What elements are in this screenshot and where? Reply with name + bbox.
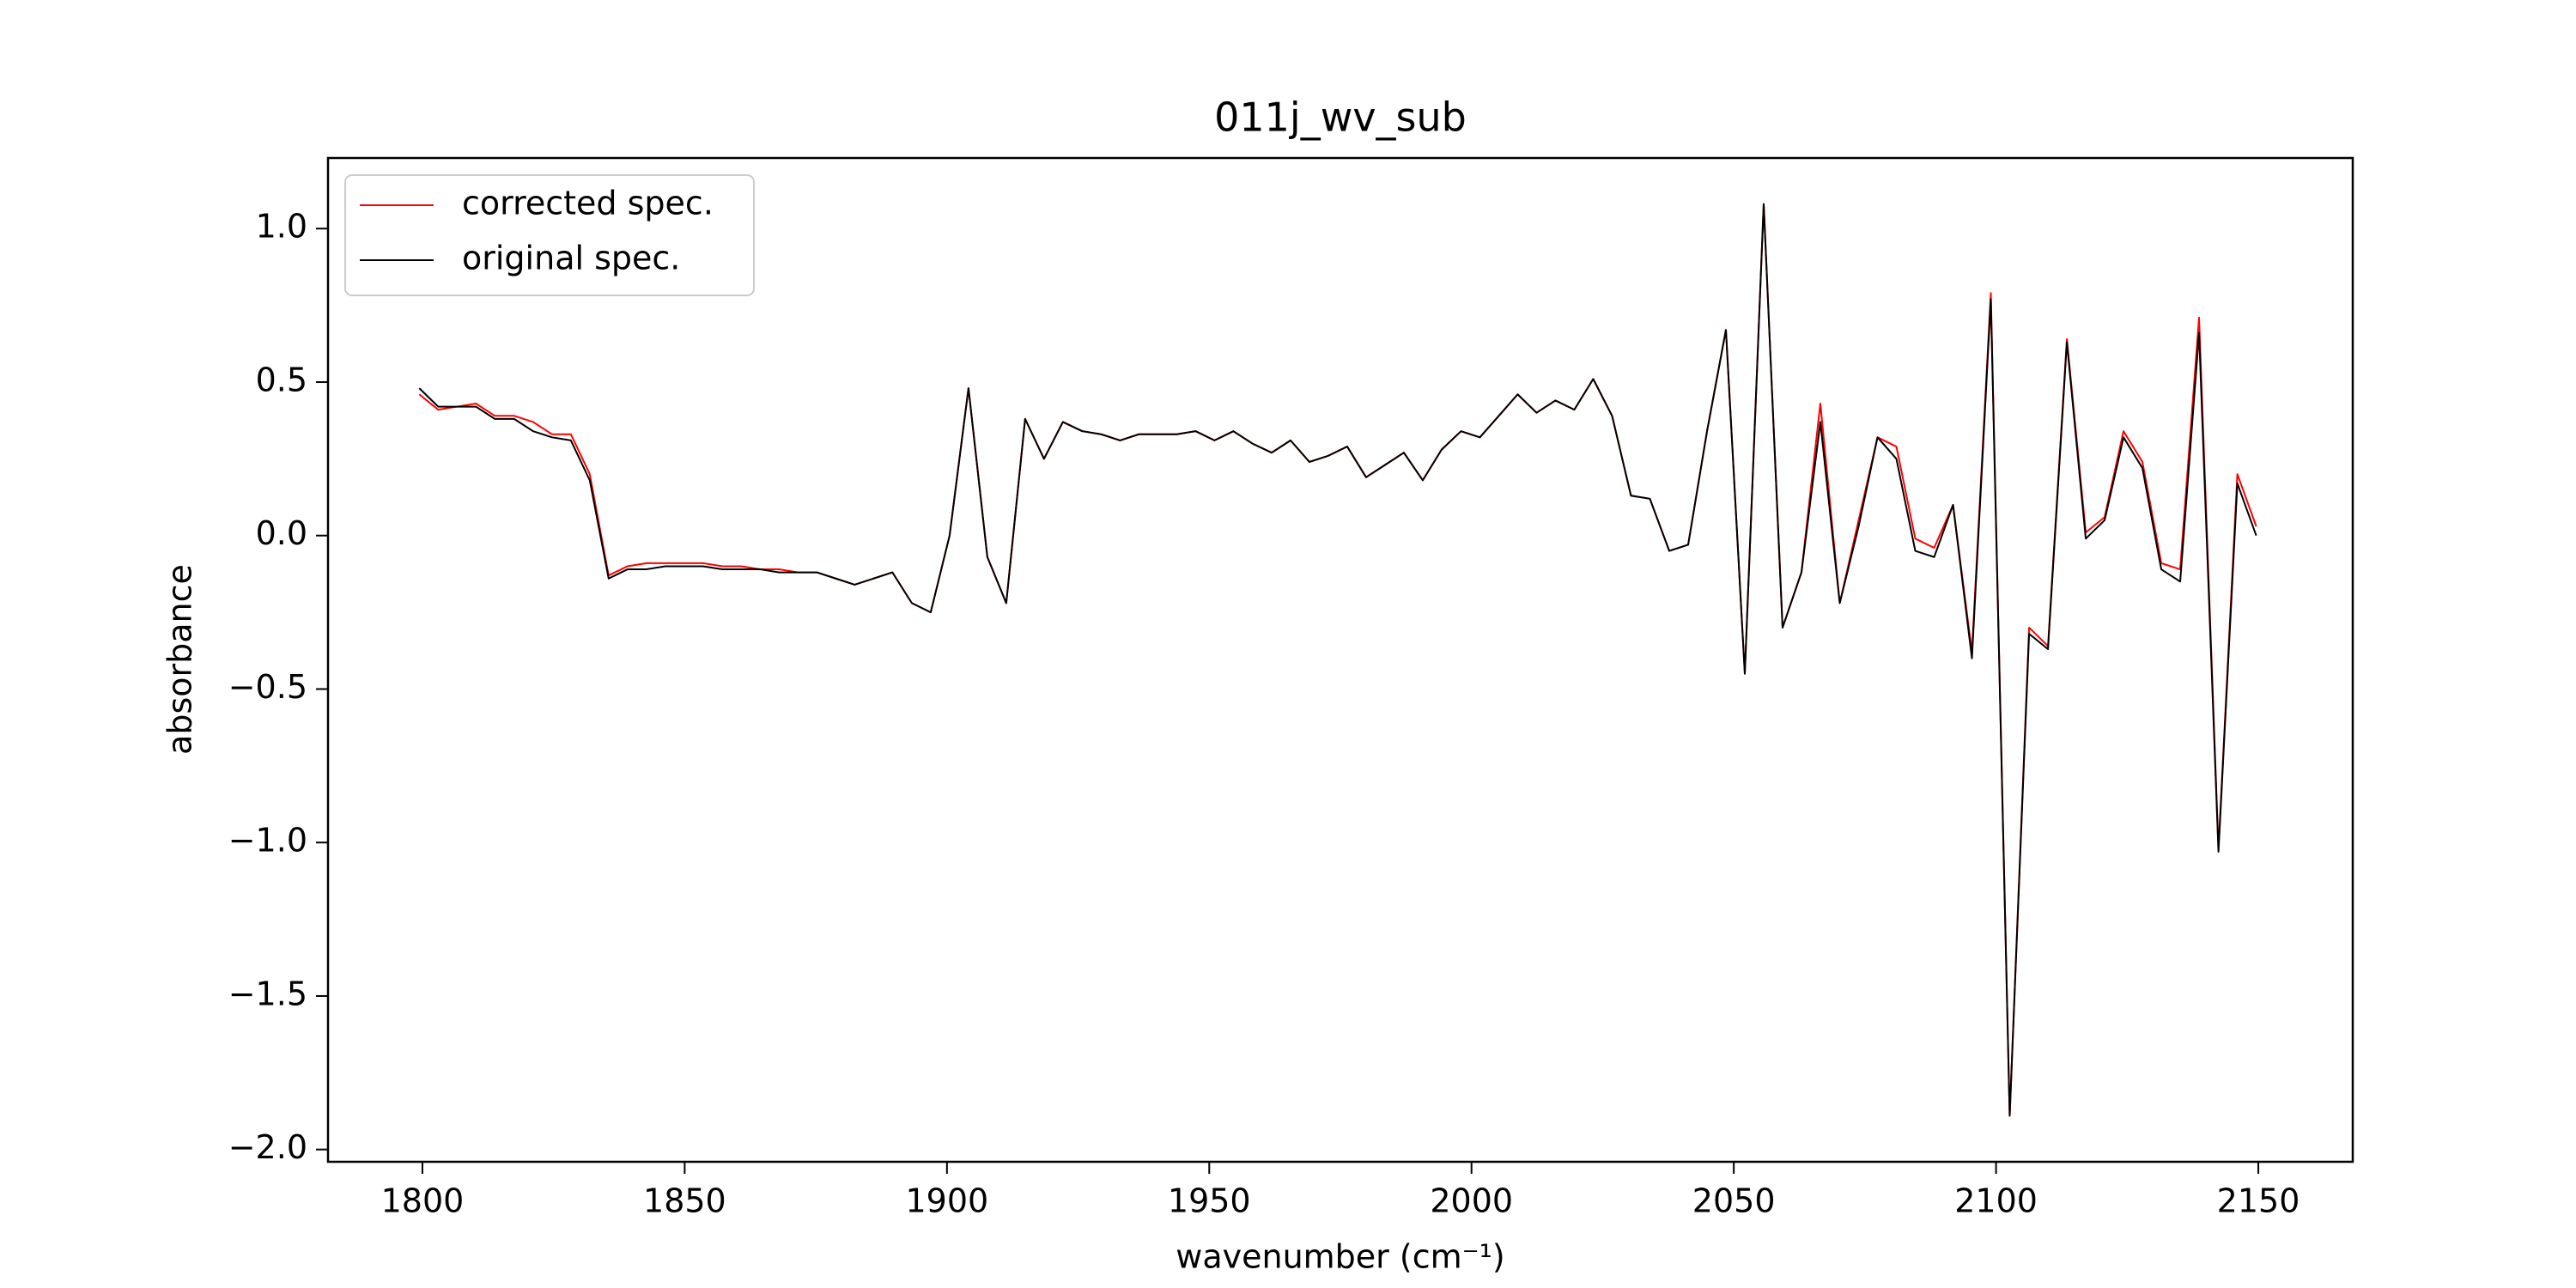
x-tick-label: 1850 xyxy=(643,1182,726,1220)
y-tick-label: −1.0 xyxy=(228,822,307,860)
series-line xyxy=(418,203,2257,1117)
plot-area xyxy=(418,203,2257,1117)
x-tick-label: 1950 xyxy=(1168,1182,1251,1220)
x-tick-label: 1800 xyxy=(381,1182,465,1220)
x-tick-label: 2150 xyxy=(2217,1182,2300,1220)
y-tick-label: 0.0 xyxy=(256,514,307,552)
chart-title: 011j_wv_sub xyxy=(1214,94,1467,141)
legend-label: original spec. xyxy=(462,240,680,277)
x-tick-label: 1900 xyxy=(905,1182,988,1220)
y-tick-label: 0.5 xyxy=(256,361,307,398)
y-tick-label: 1.0 xyxy=(256,208,307,246)
y-tick-label: −2.0 xyxy=(228,1128,307,1166)
y-axis-label: absorbance xyxy=(161,564,199,755)
x-tick-label: 2100 xyxy=(1954,1182,2038,1220)
y-tick-label: −1.5 xyxy=(228,975,307,1012)
axes-frame xyxy=(326,156,2354,1163)
legend-box xyxy=(344,174,755,296)
x-axis-label: wavenumber (cm⁻¹) xyxy=(1176,1238,1504,1276)
x-tick-label: 2050 xyxy=(1692,1182,1776,1220)
legend-label: corrected spec. xyxy=(462,185,714,222)
y-tick-label: −0.5 xyxy=(228,668,307,706)
x-tick-label: 2000 xyxy=(1430,1182,1513,1220)
